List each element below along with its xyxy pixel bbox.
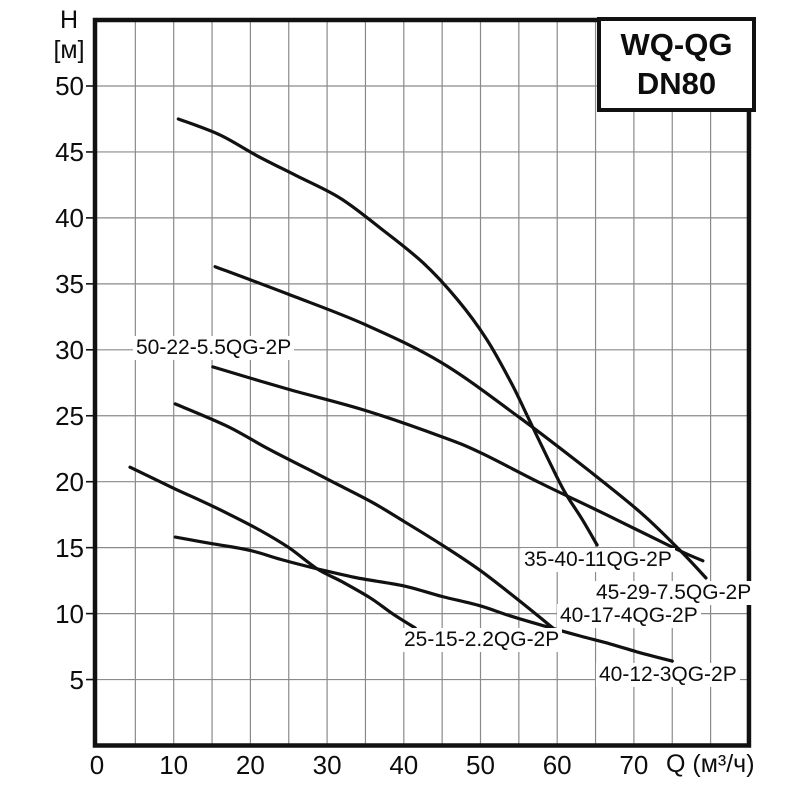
x-tick-50: 50: [466, 750, 495, 780]
x-tick-10: 10: [159, 750, 189, 780]
pump-curve-35-40-11QG-2P: [176, 117, 599, 547]
curve-label-25-15-2.2: 25-15-2.2QG-2P: [401, 628, 563, 653]
y-tick-15: 15: [55, 532, 84, 563]
x-tick-70: 70: [619, 750, 649, 780]
y-axis-unit: [м]: [53, 36, 85, 64]
model-title-box: WQ-QG DN80: [597, 17, 756, 112]
x-tick-60: 60: [542, 750, 572, 780]
series-family-label: WQ-QG: [620, 26, 733, 62]
pump-curve-25-15-2.2QG-2P: [128, 465, 417, 630]
diameter-label: DN80: [636, 65, 717, 101]
y-tick-10: 10: [55, 598, 84, 629]
y-axis-title: H: [59, 6, 79, 34]
x-tick-30: 30: [312, 750, 342, 780]
y-tick-30: 30: [55, 334, 84, 365]
y-tick-35: 35: [55, 268, 84, 299]
y-tick-20: 20: [55, 466, 84, 497]
y-tick-50: 50: [55, 71, 84, 101]
pump-curve-50-22-5.5QG-2P: [211, 365, 705, 563]
plot-frame: [92, 17, 752, 748]
curve-label-40-12-3: 40-12-3QG-2P: [596, 663, 740, 688]
y-tick-5: 5: [69, 664, 84, 695]
x-tick-40: 40: [389, 750, 419, 780]
curve-label-50-22-5.5: 50-22-5.5QG-2P: [133, 336, 295, 361]
y-tick-45: 45: [55, 136, 84, 167]
y-tick-25: 25: [55, 400, 84, 431]
x-tick-20: 20: [235, 750, 265, 780]
curve-label-45-29-7.5: 45-29-7.5QG-2P: [593, 581, 755, 606]
y-tick-40: 40: [55, 202, 84, 233]
curve-label-35-40-11: 35-40-11QG-2P: [521, 548, 675, 573]
x-axis-title: Q (м³/ч): [666, 750, 755, 778]
pump-curve-40-12-3QG-2P: [173, 535, 674, 663]
pump-curve-40-17-4QG-2P: [173, 402, 560, 634]
pump-curve-45-29-7.5QG-2P: [213, 265, 708, 580]
x-tick-0: 0: [89, 750, 105, 780]
curve-label-40-17-4: 40-17-4QG-2P: [557, 604, 701, 629]
